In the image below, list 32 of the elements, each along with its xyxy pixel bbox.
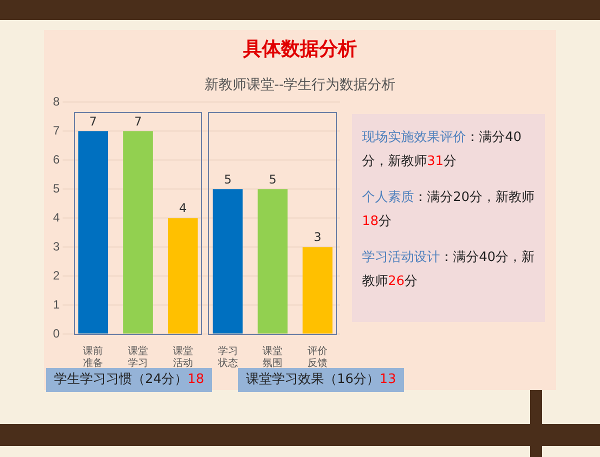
- y-tick-label: 6: [52, 152, 60, 166]
- y-tick-label: 3: [52, 239, 60, 254]
- y-tick-label: 0: [52, 326, 60, 340]
- x-tick-label: 课堂学习: [128, 344, 148, 369]
- data-label: 4: [179, 201, 187, 216]
- y-tick-label: 1: [52, 297, 60, 312]
- text: 学生学习习惯（24分）18: [46, 368, 212, 392]
- chart-title: 具体数据分析: [242, 37, 358, 62]
- y-tick-label: 4: [52, 210, 60, 224]
- data-label: 7: [134, 114, 142, 128]
- x-tick-label: 课堂氛围: [262, 344, 283, 369]
- chart-subtitle: 新教师课堂--学生行为数据分析: [203, 76, 397, 94]
- x-tick-label: 评价反馈: [308, 344, 328, 369]
- data-label: 5: [224, 172, 232, 186]
- text: 课堂学习效果（16分）13: [238, 368, 404, 392]
- bar: [78, 131, 108, 334]
- text-card: 现场实施效果评价：满分40分，新教师31分 个人素质：满分20分，新教师18分 学习活动设计：满分40分，新教师26分: [352, 114, 545, 322]
- bar: [258, 189, 288, 334]
- data-label: 3: [314, 230, 322, 244]
- x-tick-label: 课堂活动: [172, 344, 193, 369]
- bar: [302, 247, 332, 334]
- data-label: 5: [268, 172, 276, 186]
- bar: [123, 131, 153, 334]
- x-tick-label: 课前准备: [83, 344, 104, 369]
- data-label: 7: [89, 114, 97, 128]
- y-tick-label: 2: [52, 268, 60, 282]
- y-tick-label: 8: [52, 94, 60, 109]
- y-tick-label: 5: [52, 181, 60, 196]
- bar: [168, 218, 198, 334]
- bar: [212, 189, 243, 334]
- x-tick-label: 学习状态: [216, 344, 238, 369]
- y-tick-label: 7: [52, 123, 60, 138]
